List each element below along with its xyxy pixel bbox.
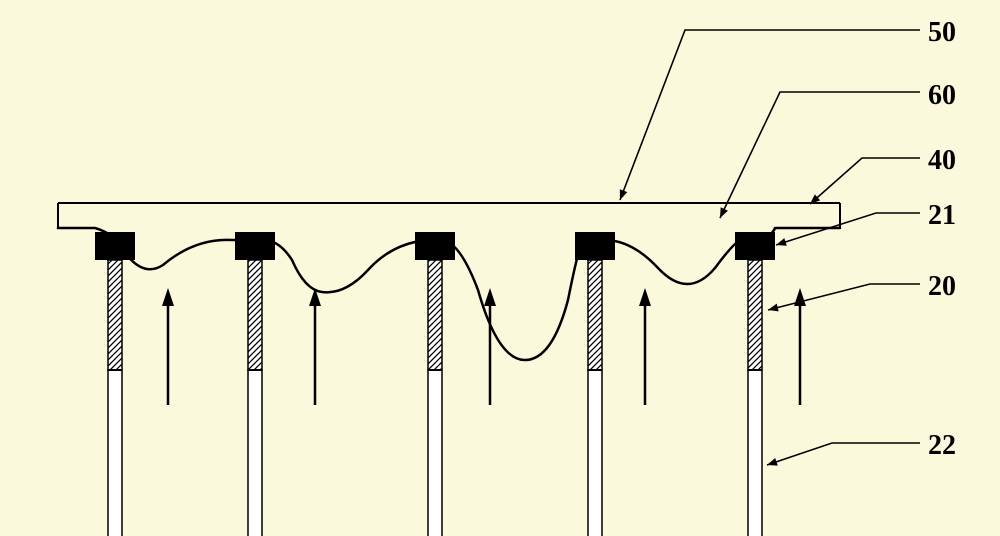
callout-label-60: 60 bbox=[928, 80, 956, 112]
pin-upper-shaft bbox=[428, 260, 442, 370]
pin-lower-shaft bbox=[108, 370, 122, 536]
diagram-canvas bbox=[0, 0, 1000, 536]
callout-label-50: 50 bbox=[928, 17, 956, 49]
pin-lower-shaft bbox=[588, 370, 602, 536]
pin-upper-shaft bbox=[748, 260, 762, 370]
callout-label-40: 40 bbox=[928, 145, 956, 177]
pin-lower-shaft bbox=[428, 370, 442, 536]
pin-lower-shaft bbox=[248, 370, 262, 536]
pin-head bbox=[575, 232, 615, 260]
pin-upper-shaft bbox=[588, 260, 602, 370]
pin-head bbox=[415, 232, 455, 260]
pin-upper-shaft bbox=[248, 260, 262, 370]
pin-lower-shaft bbox=[748, 370, 762, 536]
pin-upper-shaft bbox=[108, 260, 122, 370]
pin-head bbox=[95, 232, 135, 260]
pin-head bbox=[235, 232, 275, 260]
callout-label-20: 20 bbox=[928, 271, 956, 303]
callout-label-21: 21 bbox=[928, 200, 956, 232]
pin-head bbox=[735, 232, 775, 260]
callout-label-22: 22 bbox=[928, 430, 956, 462]
